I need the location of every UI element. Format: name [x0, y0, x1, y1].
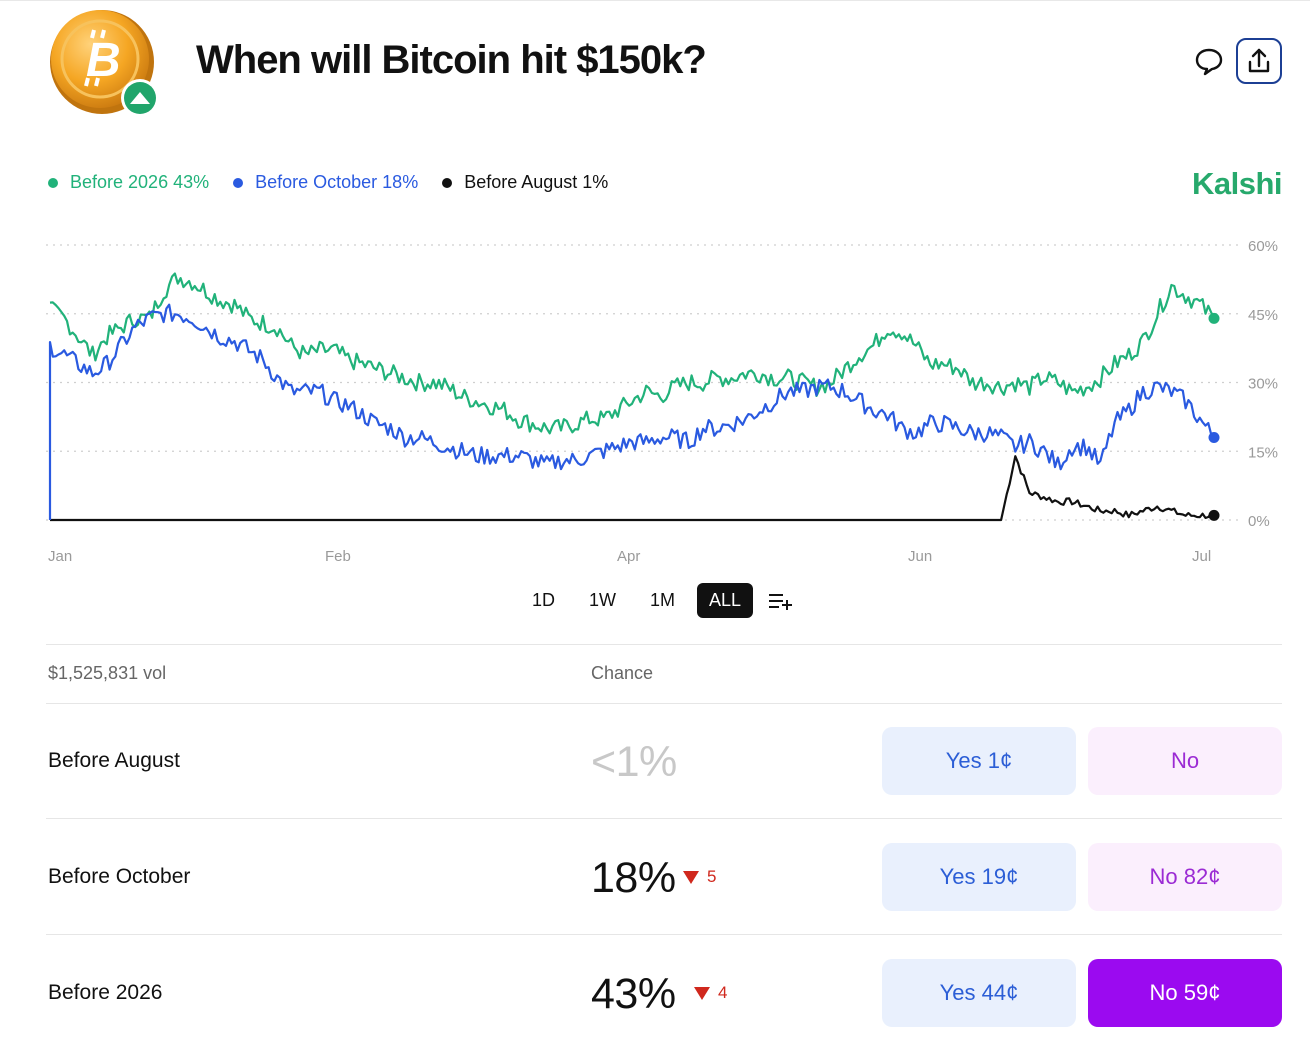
chance-delta: 5 — [683, 867, 716, 887]
delta-value: 5 — [707, 867, 717, 886]
chance-delta: 4 — [694, 983, 727, 1003]
range-1d-button[interactable]: 1D — [532, 590, 556, 610]
down-arrow-icon — [683, 870, 699, 884]
market-row-label: Before 2026 — [48, 981, 163, 1004]
no-button[interactable]: No 82¢ — [1088, 843, 1282, 911]
market-chance: 18% — [591, 854, 676, 902]
series-line — [49, 272, 1215, 435]
legend-dot-green — [48, 177, 58, 188]
kalshi-brand: Kalshi — [1191, 166, 1283, 201]
legend-dot-blue — [233, 177, 244, 188]
series-endpoint — [1208, 432, 1220, 443]
range-1m-button[interactable]: 1M — [650, 590, 676, 610]
x-tick-label: Jan — [48, 548, 72, 565]
x-tick-label: Jun — [908, 548, 932, 565]
divider — [46, 934, 1282, 935]
divider — [46, 818, 1282, 819]
volume-label: $1,525,831 vol — [48, 663, 167, 683]
x-tick-label: Jul — [1192, 548, 1211, 565]
market-chance: 43% — [591, 970, 676, 1018]
y-tick-label: 30% — [1248, 376, 1278, 393]
no-button[interactable]: No 59¢ — [1088, 959, 1282, 1027]
svg-text:B: B — [86, 34, 121, 87]
speech-bubble-icon[interactable] — [1192, 44, 1226, 78]
chance-header: Chance — [591, 663, 654, 683]
down-arrow-icon — [694, 986, 710, 1000]
share-button[interactable] — [1236, 38, 1282, 84]
market-chance: <1% — [591, 738, 677, 786]
legend-label: Before October 18% — [255, 172, 419, 192]
market-row-label: Before October — [48, 865, 191, 888]
series-endpoint — [1208, 312, 1220, 324]
series-endpoint — [1208, 509, 1220, 521]
x-tick-label: Apr — [617, 548, 640, 565]
divider — [46, 703, 1282, 704]
y-tick-label: 45% — [1248, 307, 1278, 324]
legend-label: Before August 1% — [464, 172, 609, 192]
mountain-badge-icon — [121, 79, 159, 117]
delta-value: 4 — [718, 983, 728, 1002]
bitcoin-coin-icon: B — [50, 10, 159, 117]
legend-dot-black — [442, 177, 453, 188]
range-selector: 1D 1W 1M ALL — [520, 583, 793, 618]
x-tick-label: Feb — [325, 548, 351, 565]
yes-button[interactable]: Yes 19¢ — [882, 843, 1076, 911]
y-tick-label: 15% — [1248, 444, 1278, 461]
no-button[interactable]: No — [1088, 727, 1282, 795]
legend-item: Before August 1% — [442, 172, 608, 193]
y-tick-label: 0% — [1248, 513, 1270, 530]
probability-chart: 60% 45% 30% 15% 0% Jan Feb Apr Jun Jul — [46, 238, 1278, 565]
legend-label: Before 2026 43% — [70, 172, 210, 192]
divider — [46, 644, 1282, 645]
y-tick-label: 60% — [1248, 238, 1278, 255]
series-line — [50, 455, 1215, 522]
upload-share-icon — [1248, 48, 1270, 73]
yes-button[interactable]: Yes 44¢ — [882, 959, 1076, 1027]
series-line — [48, 303, 1215, 520]
legend-item: Before 2026 43% — [48, 172, 209, 193]
range-all-button[interactable]: ALL — [697, 583, 754, 618]
legend-item: Before October 18% — [233, 172, 418, 193]
range-1w-button[interactable]: 1W — [589, 590, 617, 610]
chart-legend: Before 2026 43% Before October 18% Befor… — [48, 172, 632, 193]
page-title: When will Bitcoin hit $150k? — [196, 38, 707, 82]
market-row-label: Before August — [48, 749, 180, 772]
list-add-icon[interactable] — [767, 591, 793, 611]
yes-button[interactable]: Yes 1¢ — [882, 727, 1076, 795]
top-border — [0, 0, 1310, 1]
